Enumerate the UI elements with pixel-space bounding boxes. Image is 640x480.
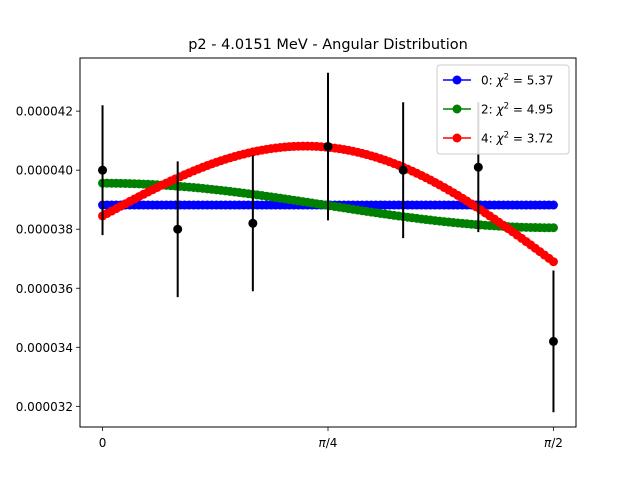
legend-entry-1: 2: χ2 = 4.95 — [443, 102, 553, 117]
legend-label-2-prefix: 4: — [481, 132, 497, 146]
legend-label-1-chi: χ — [496, 103, 505, 117]
legend-label-0-chi: χ — [496, 74, 505, 88]
legend-label-2: 4: χ2 = 3.72 — [481, 131, 553, 146]
series-2-marker-99 — [548, 257, 558, 267]
legend-label-0-value: = 5.37 — [509, 74, 553, 88]
y-tick-label-4: 0.000040 — [16, 164, 73, 178]
legend-label-1-value: = 4.95 — [509, 103, 553, 117]
legend-label-2-superscript: 2 — [504, 131, 509, 141]
data-marker-6 — [548, 336, 558, 346]
y-axis: 0.000032 0.000034 0.000036 0.000038 0.000040… — [16, 105, 80, 414]
x-tick-label-1: π/4 — [319, 436, 338, 450]
legend-marker-0 — [452, 75, 462, 85]
data-point-6 — [548, 270, 558, 413]
data-point-3 — [323, 72, 333, 221]
legend-label-0: 0: χ2 = 5.37 — [481, 73, 553, 88]
data-marker-3 — [323, 142, 333, 152]
x-tick-label-1-symbol: π — [319, 436, 327, 450]
data-marker-1 — [173, 224, 183, 234]
y-tick-label-0: 0.000032 — [16, 400, 73, 414]
y-tick-label-5: 0.000042 — [16, 105, 73, 119]
data-point-2 — [248, 155, 258, 292]
legend-label-1: 2: χ2 = 4.95 — [481, 102, 553, 117]
legend-entry-0: 0: χ2 = 5.37 — [443, 73, 553, 88]
data-marker-4 — [398, 165, 408, 175]
legend-label-2-chi: χ — [496, 132, 505, 146]
legend-label-0-superscript: 2 — [504, 73, 509, 83]
chart-title: p2 - 4.0151 MeV - Angular Distribution — [188, 37, 468, 53]
data-marker-0 — [98, 165, 108, 175]
y-tick-label-1: 0.000034 — [16, 341, 73, 355]
legend-marker-1 — [452, 104, 462, 114]
x-tick-label-2-symbol: π — [544, 436, 552, 450]
data-point-1 — [173, 161, 183, 298]
legend-label-1-superscript: 2 — [504, 102, 509, 112]
data-point-4 — [398, 102, 408, 239]
data-marker-2 — [248, 218, 258, 228]
x-tick-label-1-denominator: /4 — [326, 436, 338, 450]
legend-marker-2 — [452, 133, 462, 143]
x-axis: 0 π/4 π/2 — [99, 427, 563, 450]
data-point-0 — [98, 105, 108, 236]
y-tick-label-3: 0.000038 — [16, 223, 73, 237]
x-tick-label-2-denominator: /2 — [551, 436, 563, 450]
series-1-marker-99 — [548, 223, 558, 233]
legend-label-1-prefix: 2: — [481, 103, 497, 117]
data-marker-5 — [473, 162, 483, 172]
x-tick-label-2: π/2 — [544, 436, 563, 450]
legend: 0: χ2 = 5.372: χ2 = 4.954: χ2 = 3.72 — [436, 64, 570, 155]
legend-entry-2: 4: χ2 = 3.72 — [443, 131, 553, 146]
legend-box — [436, 64, 570, 155]
legend-label-2-value: = 3.72 — [509, 132, 553, 146]
series-0-marker-99 — [548, 200, 558, 210]
y-tick-label-2: 0.000036 — [16, 282, 73, 296]
legend-label-0-prefix: 0: — [481, 74, 497, 88]
x-tick-label-0: 0 — [99, 436, 107, 450]
